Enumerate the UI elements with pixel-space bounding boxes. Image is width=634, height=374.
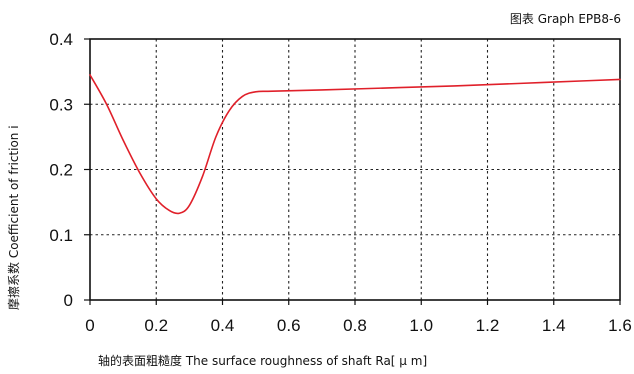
x-tick-label: 1.6: [608, 316, 632, 335]
grid-lines: [90, 39, 620, 300]
x-tick-label: 1.4: [542, 316, 566, 335]
x-tick-label: 1.0: [409, 316, 433, 335]
x-axis-label: 轴的表面粗糙度 The surface roughness of shaft R…: [98, 353, 427, 368]
x-tick-label: 0.2: [144, 316, 168, 335]
x-tick-labels: 0 0.2 0.4 0.6 0.8 1.0 1.2 1.4 1.6: [85, 316, 632, 335]
y-tick-label: 0.1: [49, 226, 73, 245]
x-tick-label: 0.8: [343, 316, 367, 335]
y-tick-labels: 0 0.1 0.2 0.3 0.4: [49, 30, 73, 310]
y-tick-label: 0: [64, 291, 73, 310]
graph-id-label: 图表 Graph EPB8-6: [510, 12, 621, 26]
y-tick-label: 0.2: [49, 161, 73, 180]
y-axis-label: 摩擦系数 Coefficient of friction i: [6, 125, 21, 310]
x-tick-label: 0.6: [277, 316, 301, 335]
y-tick-label: 0.4: [49, 30, 73, 49]
x-tick-label: 0.4: [211, 316, 235, 335]
x-tick-label: 0: [85, 316, 94, 335]
x-tick-label: 1.2: [476, 316, 500, 335]
y-tick-label: 0.3: [49, 95, 73, 114]
friction-curve: [89, 74, 621, 215]
tick-marks: [84, 38, 621, 305]
